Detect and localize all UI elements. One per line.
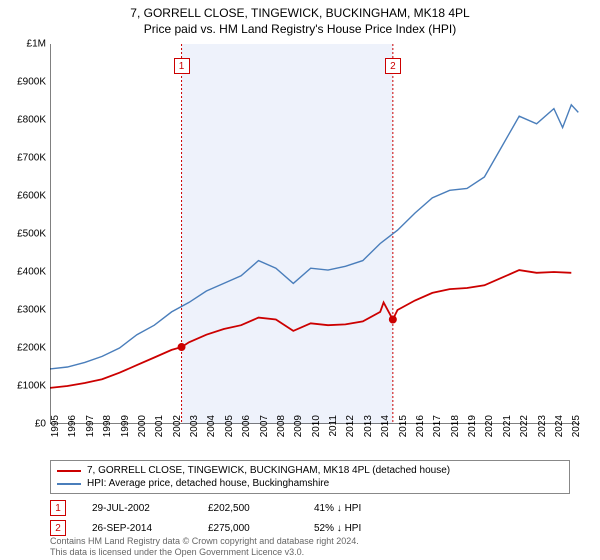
y-axis-label: £600K bbox=[2, 191, 46, 202]
y-axis-label: £1M bbox=[2, 39, 46, 50]
x-axis-label: 2018 bbox=[450, 415, 461, 441]
legend-swatch bbox=[57, 470, 81, 472]
sale-date: 29-JUL-2002 bbox=[92, 503, 182, 514]
sale-marker-icon: 2 bbox=[50, 520, 66, 536]
sales-table: 1 29-JUL-2002 £202,500 41% ↓ HPI 2 26-SEP-201… bbox=[50, 498, 570, 538]
legend-item: 7, GORRELL CLOSE, TINGEWICK, BUCKINGHAM,… bbox=[57, 464, 563, 477]
x-axis-label: 1997 bbox=[85, 415, 96, 441]
y-axis-label: £200K bbox=[2, 343, 46, 354]
x-axis-label: 2010 bbox=[311, 415, 322, 441]
y-axis-label: £0 bbox=[2, 419, 46, 430]
x-axis-label: 2025 bbox=[571, 415, 582, 441]
sale-pct: 52% ↓ HPI bbox=[314, 523, 384, 534]
x-axis-label: 2006 bbox=[241, 415, 252, 441]
x-axis-label: 1996 bbox=[67, 415, 78, 441]
x-axis-label: 2017 bbox=[432, 415, 443, 441]
footer-line: Contains HM Land Registry data © Crown c… bbox=[50, 536, 359, 547]
legend-label: HPI: Average price, detached house, Buck… bbox=[87, 478, 329, 489]
sale-row: 1 29-JUL-2002 £202,500 41% ↓ HPI bbox=[50, 498, 570, 518]
footer-line: This data is licensed under the Open Gov… bbox=[50, 547, 359, 558]
y-axis-label: £700K bbox=[2, 153, 46, 164]
sale-price: £275,000 bbox=[208, 523, 288, 534]
sale-price: £202,500 bbox=[208, 503, 288, 514]
line-chart bbox=[50, 44, 580, 424]
x-axis-label: 2009 bbox=[293, 415, 304, 441]
x-axis-label: 2022 bbox=[519, 415, 530, 441]
sale-row: 2 26-SEP-2014 £275,000 52% ↓ HPI bbox=[50, 518, 570, 538]
x-axis-label: 2020 bbox=[484, 415, 495, 441]
x-axis-label: 2021 bbox=[502, 415, 513, 441]
x-axis-label: 2004 bbox=[206, 415, 217, 441]
x-axis-label: 2000 bbox=[137, 415, 148, 441]
chart-area: £0£100K£200K£300K£400K£500K£600K£700K£80… bbox=[50, 44, 580, 424]
sale-pct: 41% ↓ HPI bbox=[314, 503, 384, 514]
x-axis-label: 2019 bbox=[467, 415, 478, 441]
title-line-1: 7, GORRELL CLOSE, TINGEWICK, BUCKINGHAM,… bbox=[0, 6, 600, 22]
sale-date: 26-SEP-2014 bbox=[92, 523, 182, 534]
x-axis-label: 2008 bbox=[276, 415, 287, 441]
x-axis-label: 1998 bbox=[102, 415, 113, 441]
y-axis-label: £300K bbox=[2, 305, 46, 316]
x-axis-label: 1999 bbox=[120, 415, 131, 441]
x-axis-label: 2001 bbox=[154, 415, 165, 441]
title-block: 7, GORRELL CLOSE, TINGEWICK, BUCKINGHAM,… bbox=[0, 0, 600, 37]
x-axis-label: 2024 bbox=[554, 415, 565, 441]
y-axis-label: £400K bbox=[2, 267, 46, 278]
y-axis-label: £900K bbox=[2, 77, 46, 88]
x-axis-label: 1995 bbox=[50, 415, 61, 441]
legend: 7, GORRELL CLOSE, TINGEWICK, BUCKINGHAM,… bbox=[50, 460, 570, 494]
x-axis-label: 2007 bbox=[259, 415, 270, 441]
x-axis-label: 2023 bbox=[537, 415, 548, 441]
x-axis-label: 2003 bbox=[189, 415, 200, 441]
x-axis-label: 2005 bbox=[224, 415, 235, 441]
sale-marker-icon: 1 bbox=[50, 500, 66, 516]
chart-container: 7, GORRELL CLOSE, TINGEWICK, BUCKINGHAM,… bbox=[0, 0, 600, 560]
x-axis-label: 2015 bbox=[398, 415, 409, 441]
legend-label: 7, GORRELL CLOSE, TINGEWICK, BUCKINGHAM,… bbox=[87, 465, 450, 476]
x-axis-label: 2002 bbox=[172, 415, 183, 441]
legend-swatch bbox=[57, 483, 81, 485]
y-axis-label: £100K bbox=[2, 381, 46, 392]
x-axis-label: 2014 bbox=[380, 415, 391, 441]
legend-item: HPI: Average price, detached house, Buck… bbox=[57, 477, 563, 490]
footer: Contains HM Land Registry data © Crown c… bbox=[50, 536, 359, 558]
sale-marker-box: 2 bbox=[385, 58, 401, 74]
x-axis-label: 2012 bbox=[345, 415, 356, 441]
title-line-2: Price paid vs. HM Land Registry's House … bbox=[0, 22, 600, 38]
x-axis-label: 2016 bbox=[415, 415, 426, 441]
sale-marker-box: 1 bbox=[174, 58, 190, 74]
x-axis-label: 2013 bbox=[363, 415, 374, 441]
x-axis-label: 2011 bbox=[328, 415, 339, 441]
y-axis-label: £500K bbox=[2, 229, 46, 240]
y-axis-label: £800K bbox=[2, 115, 46, 126]
